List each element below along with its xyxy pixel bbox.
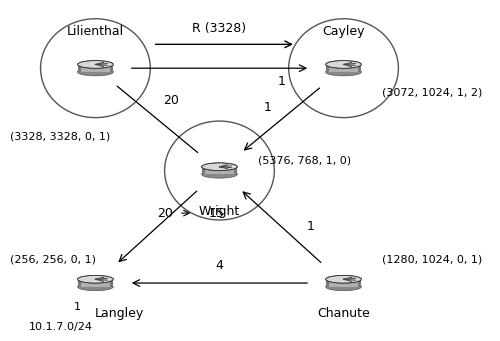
Text: Langley: Langley [94, 307, 144, 320]
Ellipse shape [78, 283, 114, 291]
Ellipse shape [202, 163, 237, 170]
Bar [234, 167, 237, 174]
Bar [202, 167, 205, 174]
Bar [78, 64, 114, 72]
Text: 10.1.7.0/24: 10.1.7.0/24 [28, 323, 92, 332]
Bar [110, 64, 114, 72]
Bar [358, 64, 362, 72]
Text: Chanute: Chanute [317, 307, 370, 320]
Text: 4: 4 [216, 260, 224, 272]
Text: R (3328): R (3328) [192, 23, 246, 35]
Text: (3072, 1024, 1, 2): (3072, 1024, 1, 2) [382, 87, 482, 97]
Bar [110, 279, 114, 287]
Bar [358, 279, 362, 287]
Bar [78, 279, 114, 287]
Text: 1: 1 [74, 302, 81, 312]
Ellipse shape [78, 68, 114, 76]
Text: (1280, 1024, 0, 1): (1280, 1024, 0, 1) [382, 254, 482, 264]
Ellipse shape [326, 68, 362, 76]
Text: 20: 20 [164, 94, 179, 107]
Text: (256, 256, 0, 1): (256, 256, 0, 1) [10, 254, 96, 264]
Text: 20: 20 [156, 207, 172, 220]
Text: Cayley: Cayley [322, 25, 365, 38]
Ellipse shape [326, 283, 362, 291]
Bar [78, 279, 82, 287]
Bar [202, 167, 237, 174]
Text: (5376, 768, 1, 0): (5376, 768, 1, 0) [258, 155, 351, 165]
Ellipse shape [202, 170, 237, 178]
Text: 1: 1 [306, 220, 314, 233]
Bar [326, 64, 362, 72]
Ellipse shape [78, 276, 114, 283]
Text: 1: 1 [264, 101, 272, 114]
Text: 1: 1 [278, 75, 285, 88]
Ellipse shape [326, 276, 362, 283]
Ellipse shape [326, 61, 362, 68]
Bar [326, 64, 330, 72]
Bar [326, 279, 362, 287]
Text: 15: 15 [209, 207, 225, 220]
Bar [326, 279, 330, 287]
Text: Wright: Wright [199, 205, 240, 218]
Bar [78, 64, 82, 72]
Ellipse shape [78, 61, 114, 68]
Text: (3328, 3328, 0, 1): (3328, 3328, 0, 1) [10, 131, 110, 142]
Text: Lilienthal: Lilienthal [67, 25, 124, 38]
